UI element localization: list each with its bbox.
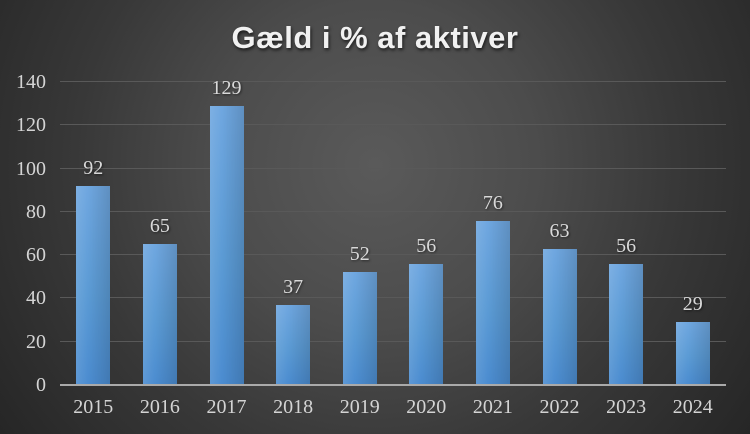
x-tick-label: 2022: [539, 396, 580, 418]
bar-value-label: 92: [83, 156, 104, 179]
bar-value-label: 56: [616, 234, 637, 257]
y-axis: 0 20 40 60 80 100 120 140: [0, 72, 52, 395]
x-tick-label: 2024: [672, 396, 713, 418]
bar-value-label: 29: [682, 293, 703, 316]
y-tick-label: 20: [26, 330, 46, 353]
gridline: [60, 210, 726, 212]
chart-title: Gæld i % af aktiver: [231, 20, 519, 55]
bar-2020: [409, 263, 444, 385]
bar-value-label: 52: [349, 243, 370, 266]
y-tick-label: 100: [16, 157, 46, 180]
gridline: [60, 81, 726, 82]
x-tick-label: 2018: [273, 396, 314, 418]
bar-2022: [542, 248, 577, 385]
gridline: [60, 254, 726, 256]
bar-value-label: 129: [211, 76, 242, 99]
x-tick-label: 2021: [472, 396, 513, 418]
x-axis-line: [60, 384, 726, 386]
y-tick-label: 60: [26, 244, 46, 267]
bar-2018: [276, 304, 311, 385]
x-tick-label: 2016: [139, 396, 180, 418]
y-tick-label: 40: [26, 287, 46, 310]
x-tick-label: 2019: [339, 396, 380, 418]
x-axis: 2015 2016 2017 2018 2019 2020 2021 2022 2023 2024: [60, 395, 726, 427]
bar-2017: [209, 105, 244, 385]
bar-2016: [142, 244, 177, 385]
plot-area: 92 65 129 37 52 56 76 63 56 29: [60, 78, 726, 386]
y-tick-label: 120: [16, 114, 46, 137]
bar-2021: [475, 220, 510, 385]
bar-value-label: 63: [549, 219, 570, 242]
bar-2015: [76, 185, 111, 385]
y-tick-label: 80: [26, 200, 46, 223]
bar-value-label: 76: [482, 191, 503, 214]
bar-2019: [342, 272, 377, 385]
bar-value-label: 65: [149, 215, 170, 238]
x-tick-label: 2017: [206, 396, 247, 418]
y-tick-label: 140: [16, 71, 46, 93]
gridline: [60, 340, 726, 342]
gridline: [60, 297, 726, 299]
x-tick-label: 2015: [73, 396, 114, 418]
gridline: [60, 124, 726, 126]
x-tick-label: 2023: [606, 396, 647, 418]
bar-2024: [675, 322, 710, 385]
bar-value-label: 37: [283, 275, 304, 298]
bar-value-label: 56: [416, 234, 437, 257]
bar-2023: [609, 263, 644, 385]
y-tick-label: 0: [36, 374, 46, 396]
gridline: [60, 167, 726, 169]
x-tick-label: 2020: [406, 396, 447, 418]
